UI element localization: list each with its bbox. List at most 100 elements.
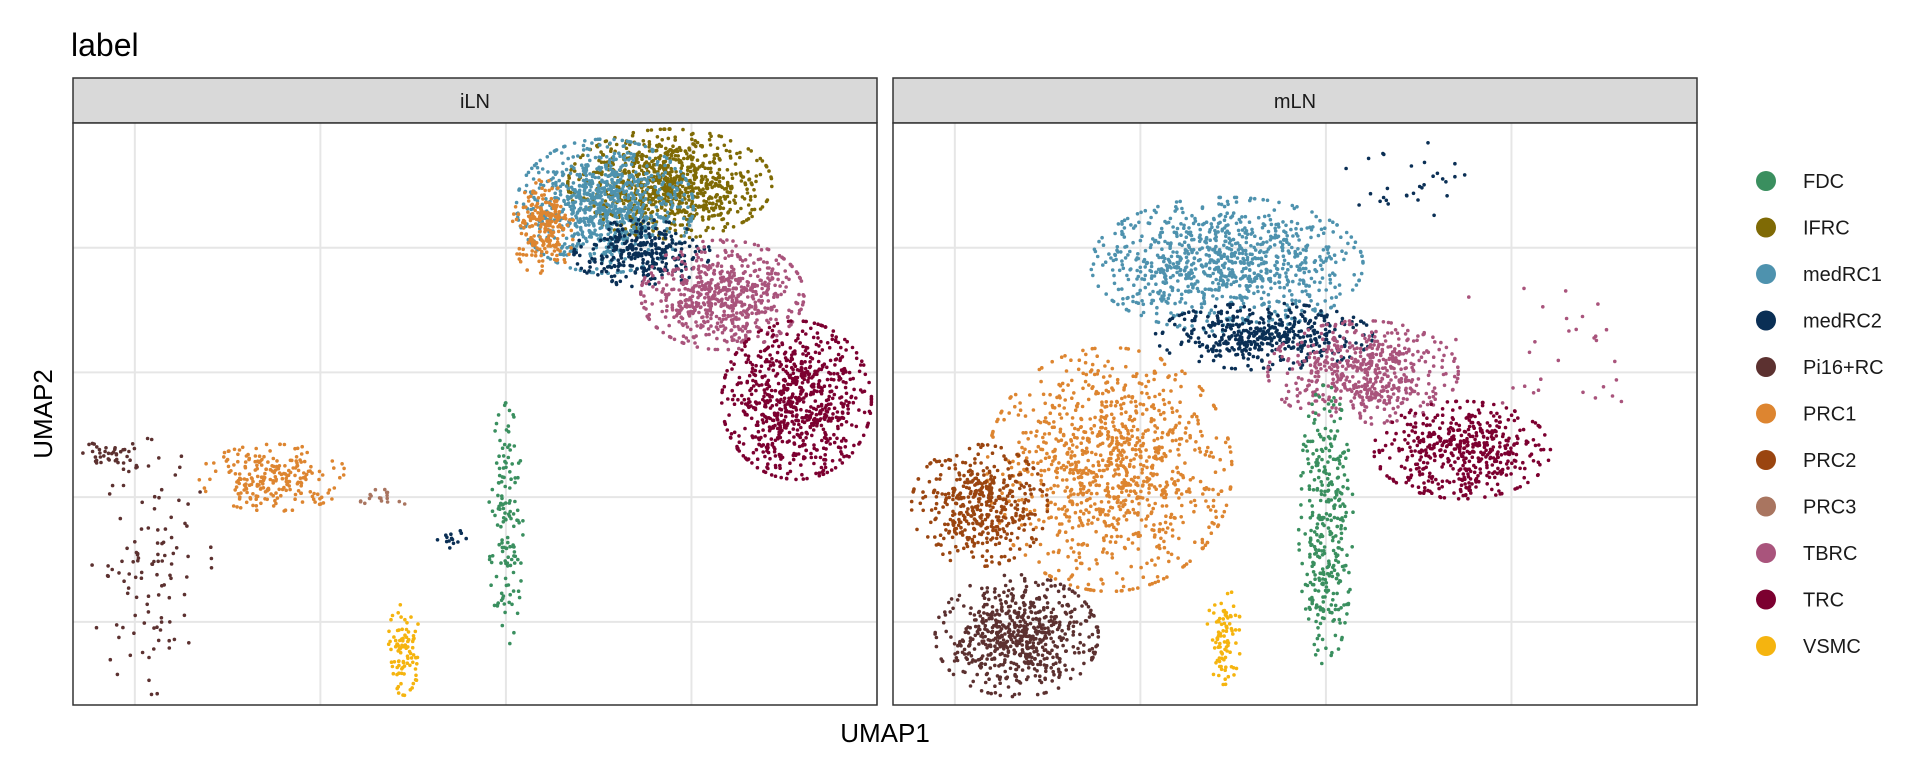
data-point	[639, 247, 643, 252]
data-point	[587, 223, 591, 227]
data-point	[724, 317, 728, 321]
data-point	[763, 470, 768, 475]
data-point	[633, 205, 638, 209]
data-point	[282, 442, 287, 447]
data-point	[730, 338, 735, 343]
data-point	[603, 192, 607, 196]
data-point	[706, 327, 711, 331]
data-point	[273, 468, 278, 472]
data-point	[660, 273, 664, 277]
data-point	[621, 249, 625, 254]
data-point	[549, 230, 553, 235]
data-point	[681, 174, 685, 178]
data-point	[558, 252, 562, 257]
data-point	[140, 500, 144, 505]
data-point	[659, 201, 663, 206]
data-point	[730, 321, 735, 326]
data-point	[521, 533, 525, 537]
data-point	[803, 360, 807, 364]
data-point	[735, 253, 740, 257]
data-point	[645, 240, 649, 245]
data-point	[641, 257, 645, 262]
data-point	[1210, 225, 1214, 229]
data-point	[1267, 319, 1271, 323]
data-point	[704, 285, 708, 290]
data-point	[575, 211, 580, 215]
data-point	[408, 663, 412, 668]
data-point	[255, 474, 260, 479]
data-point	[537, 186, 542, 190]
data-point	[813, 389, 817, 393]
data-point	[703, 320, 707, 325]
data-point	[1154, 282, 1158, 287]
data-point	[685, 168, 690, 172]
data-point	[271, 504, 276, 508]
data-point	[636, 218, 641, 222]
data-point	[730, 172, 734, 177]
data-point	[753, 373, 758, 378]
data-point	[703, 190, 707, 195]
data-point	[298, 476, 303, 481]
data-point	[708, 160, 712, 165]
data-point	[248, 497, 253, 501]
data-point	[548, 238, 553, 243]
data-point	[1280, 242, 1285, 247]
data-point	[760, 310, 764, 314]
data-point	[1114, 257, 1118, 262]
data-point	[775, 333, 779, 338]
data-point	[608, 184, 613, 188]
data-point	[760, 375, 764, 379]
data-point	[705, 311, 710, 316]
data-point	[746, 354, 751, 359]
data-point	[581, 235, 586, 239]
data-point	[679, 247, 684, 251]
data-point	[606, 248, 610, 253]
data-point	[633, 251, 637, 256]
data-point	[657, 157, 662, 161]
data-point	[804, 319, 808, 324]
data-point	[97, 447, 102, 452]
data-point	[634, 247, 638, 251]
data-point	[814, 448, 819, 452]
data-point	[845, 339, 849, 344]
data-point	[790, 394, 795, 399]
data-point	[741, 338, 745, 343]
data-point	[722, 194, 726, 199]
data-point	[829, 419, 833, 423]
data-point	[750, 286, 755, 290]
data-point	[650, 210, 655, 214]
data-point	[691, 255, 696, 260]
data-point	[236, 492, 241, 496]
data-point	[402, 693, 407, 698]
data-point	[1232, 195, 1237, 200]
data-point	[1116, 222, 1121, 226]
data-point	[753, 300, 758, 305]
data-point	[818, 385, 822, 389]
data-point	[713, 205, 718, 210]
data-point	[599, 190, 604, 194]
data-point	[1339, 235, 1343, 239]
data-point	[720, 401, 724, 405]
data-point	[719, 264, 724, 269]
data-point	[668, 127, 672, 131]
data-point	[516, 557, 520, 562]
data-point	[600, 269, 604, 274]
data-point	[818, 409, 823, 413]
data-point	[128, 458, 132, 463]
data-point	[621, 184, 626, 188]
data-point	[282, 471, 286, 476]
data-point	[539, 207, 543, 212]
data-point	[268, 477, 273, 482]
data-point	[518, 259, 523, 264]
data-point	[526, 199, 531, 203]
data-point	[663, 163, 667, 168]
data-point	[506, 540, 510, 545]
data-point	[748, 211, 753, 215]
data-point	[690, 214, 695, 219]
data-point	[752, 207, 757, 212]
data-point	[557, 223, 562, 227]
data-point	[741, 324, 745, 329]
data-point	[1256, 256, 1261, 261]
data-point	[1236, 228, 1241, 233]
data-point	[1255, 285, 1260, 289]
